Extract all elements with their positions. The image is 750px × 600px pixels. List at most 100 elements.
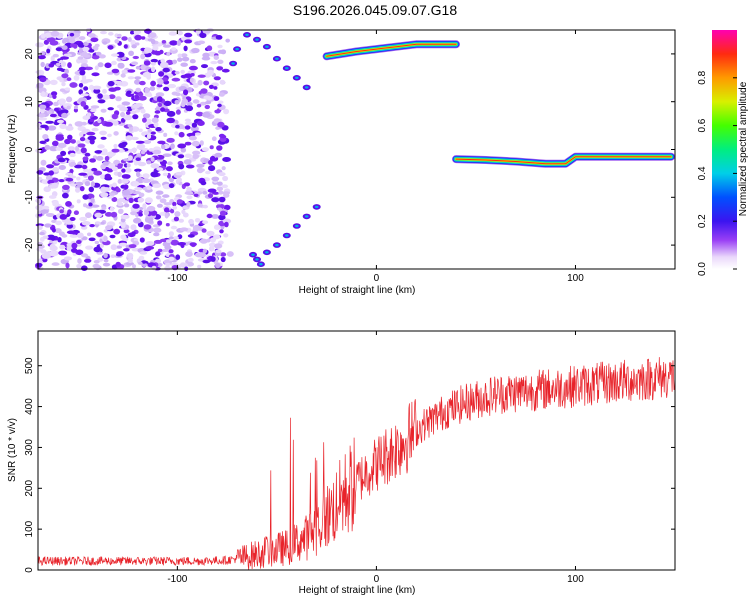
spectrogram-speckle-blob: [106, 71, 114, 75]
spectrogram-speckle-blob: [165, 166, 173, 172]
spectrogram-speckle-blob: [46, 164, 55, 169]
spectrogram-speckle-blob: [108, 87, 117, 92]
spectrogram-speckle-blob: [78, 83, 84, 88]
spectrogram-speckle-blob: [94, 221, 101, 225]
spectrogram-speckle-blob: [187, 234, 195, 238]
spectrogram-speckle-blob: [213, 234, 221, 240]
spectrogram-speckle-blob: [189, 242, 197, 247]
spectrogram-speckle-blob: [138, 95, 147, 101]
spectrogram-speckle-blob: [143, 60, 151, 66]
spectrogram-speckle-blob: [172, 59, 178, 64]
spectrogram-speckle-blob: [177, 242, 186, 246]
spectrogram-speckle-blob: [171, 91, 178, 96]
spectrogram-speckle-blob: [165, 223, 170, 227]
spectrogram-speckle-blob: [200, 181, 207, 186]
spectrogram-speckle-blob: [107, 80, 115, 87]
spectrogram-speckle-blob: [218, 196, 226, 203]
spectrogram-speckle-blob: [97, 99, 106, 104]
spectrogram-speckle-blob: [85, 79, 93, 83]
spectrogram-speckle-blob: [211, 136, 217, 141]
spectrogram-speckle-blob: [123, 203, 130, 208]
spectrogram-speckle-blob: [145, 246, 155, 250]
spectrogram-speckle-blob: [40, 33, 46, 39]
spectrogram-speckle-blob: [157, 78, 164, 85]
spectrogram-speckle-blob: [55, 47, 63, 52]
spectrogram-speckle-blob: [45, 120, 54, 124]
spectrogram-arc-core: [275, 57, 279, 60]
spectrogram-speckle-blob: [82, 54, 91, 58]
spectrogram-speckle-blob: [136, 144, 146, 149]
spectrogram-speckle-blob: [196, 28, 201, 35]
spectrogram-speckle-blob: [171, 77, 181, 82]
spectrogram-speckle-blob: [183, 89, 189, 96]
spectrogram-speckle-blob: [213, 55, 219, 60]
spectrogram-speckle-blob: [84, 66, 93, 71]
spectrogram-speckle-blob: [199, 101, 207, 106]
spectrogram-speckle-blob: [79, 216, 88, 222]
spectrogram-speckle-blob: [187, 257, 194, 263]
spectrogram-speckle-blob: [144, 217, 150, 223]
spectrogram-speckle-blob: [156, 96, 163, 103]
spectrogram-speckle-blob: [74, 105, 78, 110]
spectrogram-speckle-blob: [123, 184, 129, 190]
spectrogram-speckle-blob: [160, 61, 169, 68]
spectrogram-speckle-blob: [179, 262, 189, 268]
spectrogram-speckle-blob: [211, 176, 220, 182]
spectrogram-speckle-blob: [89, 158, 96, 163]
spectrogram-speckle-blob: [168, 256, 175, 261]
spectrogram-speckle-blob: [202, 190, 208, 195]
spectrogram-speckle-blob: [218, 172, 226, 177]
spectrogram-speckle-blob: [222, 157, 232, 162]
spectrogram-arc-core: [265, 45, 269, 48]
spectrogram-speckle-blob: [81, 253, 88, 258]
spectrogram-speckle-blob: [192, 99, 200, 104]
spectrogram-speckle-blob: [204, 104, 210, 110]
spectrogram-speckle-blob: [180, 62, 188, 67]
spectrogram-speckle-blob: [221, 184, 228, 189]
spectrogram-speckle-blob: [133, 30, 142, 35]
spectrogram-speckle-blob: [190, 73, 195, 77]
spectrogram-x-axis: -100 0 100: [167, 30, 584, 284]
colorbar-tick-label: 0.0: [697, 262, 708, 276]
spectrogram-speckle-blob: [134, 168, 142, 172]
spectrogram-speckle-blob: [42, 134, 49, 140]
spectrogram-speckle-blob: [59, 244, 66, 250]
spectrogram-speckle-blob: [99, 130, 107, 136]
spectrogram-speckle-blob: [37, 225, 43, 230]
spectrogram-speckle-blob: [123, 229, 130, 234]
spectrogram-speckle-blob: [185, 164, 195, 169]
spectrogram-speckle-blob: [175, 124, 180, 129]
spectrogram-speckle-blob: [36, 122, 42, 129]
spectrogram-speckle-blob: [131, 231, 136, 236]
spectrogram-speckle-blob: [157, 248, 163, 253]
spectrogram-speckle-blob: [156, 83, 163, 88]
spectrogram-speckle-blob: [84, 152, 91, 157]
spectrogram-speckle-blob: [69, 217, 76, 221]
spectrogram-speckle-blob: [107, 133, 112, 138]
spectrogram-speckle-blob: [215, 35, 223, 40]
spectrogram-speckle-blob: [197, 191, 203, 195]
spectrogram-speckle-blob: [107, 151, 116, 157]
spectrogram-speckle-blob: [66, 96, 73, 103]
spectrogram-speckle-blob: [73, 210, 79, 215]
spectrogram-speckle-blob: [127, 258, 133, 264]
spectrogram-speckle-blob: [134, 42, 140, 46]
spectrogram-speckle-blob: [82, 46, 90, 52]
spectrogram-speckle-blob: [111, 197, 118, 202]
spectrogram-speckle-blob: [144, 87, 150, 94]
spectrogram-speckle-blob: [214, 243, 223, 249]
spectrogram-speckle-blob: [66, 230, 76, 235]
spectrogram-speckle-blob: [78, 89, 83, 95]
spectrogram-speckle-blob: [157, 220, 163, 226]
spectrogram-speckle-blob: [131, 103, 140, 109]
y-tick-label: -20: [24, 237, 35, 252]
spectrogram-speckle-blob: [121, 101, 131, 106]
colorbar-label: Normalized spectral amplitude: [738, 81, 749, 216]
spectrogram-speckle-blob: [80, 93, 90, 97]
snr-plot-area: [38, 331, 675, 570]
x-tick-label: -100: [167, 273, 187, 284]
spectrogram-speckle-blob: [41, 179, 50, 185]
spectrogram-speckle-blob: [57, 157, 66, 163]
y-tick-label: 0: [24, 567, 35, 573]
spectrogram-speckle-blob: [150, 131, 156, 135]
